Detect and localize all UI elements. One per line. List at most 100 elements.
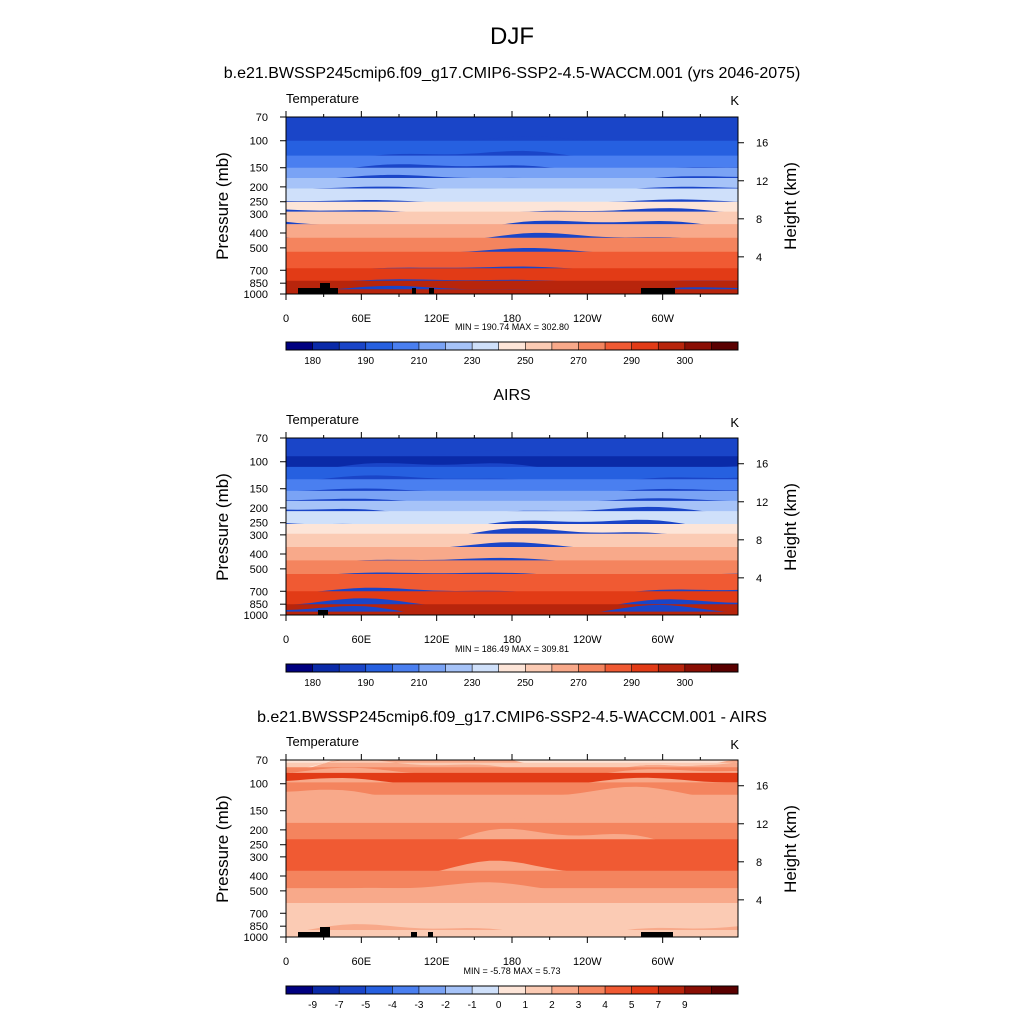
colorbar-label: 210 (411, 678, 428, 689)
colorbar-swatch (312, 664, 340, 672)
height-tick-label: 12 (756, 176, 768, 188)
y-tick-label: 400 (250, 871, 268, 883)
colorbar-label: 180 (304, 678, 321, 689)
y-tick-label: 200 (250, 182, 268, 194)
contour-band (286, 167, 738, 182)
height-tick-label: 16 (756, 459, 768, 471)
x-axis: 0 60E 120E 180 120W 60W (283, 111, 701, 325)
colorbar-label: 270 (570, 678, 587, 689)
colorbar-frame (285, 341, 739, 351)
y-tick-label: 700 (250, 586, 268, 598)
x-tick-label: 180 (503, 634, 521, 646)
y-axis-label: Pressure (mb) (213, 152, 232, 260)
colorbar-frame (285, 663, 739, 673)
colorbar-label: 300 (676, 356, 693, 367)
colorbar: 180 190 210 230 250 270 290 300 (285, 663, 739, 689)
colorbar-swatch (631, 342, 659, 350)
height-tick-label: 12 (756, 819, 768, 831)
height-axis: 16 12 8 4 (738, 459, 768, 585)
topography-mask (298, 288, 320, 294)
colorbar-swatch (445, 342, 473, 350)
colorbar-swatch (711, 986, 739, 994)
colorbar-swatch (711, 342, 739, 350)
colorbar-label: 250 (517, 678, 534, 689)
colorbar-label: 230 (464, 356, 481, 367)
x-tick-label: 0 (283, 634, 289, 646)
contour-band (286, 611, 738, 615)
contour-band (286, 466, 738, 484)
contour-band (286, 839, 738, 881)
contour-band (286, 604, 738, 615)
height-axis: 16 12 8 4 (738, 781, 768, 907)
plot-field (286, 117, 738, 294)
y-tick-label: 850 (250, 599, 268, 611)
colorbar-swatch (286, 664, 313, 672)
colorbar-swatch (472, 664, 500, 672)
colorbar-swatch (578, 664, 606, 672)
units-string: K (730, 415, 739, 430)
height-tick-label: 8 (756, 857, 762, 869)
contour-band (286, 533, 738, 552)
colorbar-swatch (392, 986, 420, 994)
colorbar-frame (285, 985, 739, 995)
colorbar-swatch (578, 342, 606, 350)
topography-mask (641, 288, 675, 294)
contour-band (286, 930, 738, 937)
y-tick-label: 250 (250, 518, 268, 530)
y-tick-label: 400 (250, 549, 268, 561)
height-axis-label: Height (km) (781, 483, 800, 571)
left-string: Temperature (286, 91, 359, 106)
colorbar-label: 0 (496, 1000, 502, 1011)
height-axis-label: Height (km) (781, 805, 800, 893)
colorbar-swatch (605, 342, 632, 350)
y-tick-label: 850 (250, 278, 268, 290)
height-tick-label: 8 (756, 214, 762, 226)
height-tick-label: 16 (756, 781, 768, 793)
y-tick-label: 250 (250, 840, 268, 852)
y-tick-label: 700 (250, 265, 268, 277)
contour-band (286, 188, 738, 204)
colorbar-label: 7 (655, 1000, 661, 1011)
y-axis-label: Pressure (mb) (213, 795, 232, 903)
colorbar-swatch (658, 986, 686, 994)
y-tick-label: 200 (250, 503, 268, 515)
topography-mask (411, 932, 417, 937)
y-axis-label: Pressure (mb) (213, 473, 232, 581)
topography-mask (412, 288, 416, 294)
colorbar-swatch (418, 986, 446, 994)
x-tick-label: 60W (651, 634, 674, 646)
colorbar-label: -4 (388, 1000, 397, 1011)
colorbar-swatch (631, 986, 659, 994)
colorbar-swatch (392, 664, 420, 672)
colorbar-label: -1 (468, 1000, 477, 1011)
y-tick-label: 250 (250, 197, 268, 209)
x-tick-label: 0 (283, 956, 289, 968)
colorbar-swatch (445, 664, 473, 672)
colorbar-swatch (339, 664, 367, 672)
contour-band (286, 772, 738, 786)
colorbar-swatch (365, 986, 393, 994)
panel-title: AIRS (493, 387, 530, 404)
contour-band (286, 289, 738, 294)
colorbar: -9 -7 -5 -4 -3 -2 -1 0 1 2 3 4 5 7 9 (285, 985, 739, 1011)
topography-mask (298, 932, 320, 937)
colorbar-swatch (286, 986, 313, 994)
colorbar-swatch (445, 986, 473, 994)
left-string: Temperature (286, 734, 359, 749)
colorbar-label: 1 (523, 1000, 529, 1011)
colorbar-swatch (551, 986, 579, 994)
units-string: K (730, 93, 739, 108)
contour-band (286, 251, 738, 271)
x-axis: 0 60E 120E 180 120W 60W (283, 754, 701, 968)
min-max-label: MIN = 186.49 MAX = 309.81 (455, 644, 569, 654)
plot-field (286, 438, 738, 615)
contour-band (286, 547, 738, 564)
topography-mask (320, 927, 330, 937)
x-tick-label: 120E (424, 956, 450, 968)
figure-title: DJF (490, 23, 534, 50)
colorbar-swatch (472, 342, 500, 350)
height-axis: 16 12 8 4 (738, 138, 768, 264)
colorbar-label: -5 (361, 1000, 370, 1011)
